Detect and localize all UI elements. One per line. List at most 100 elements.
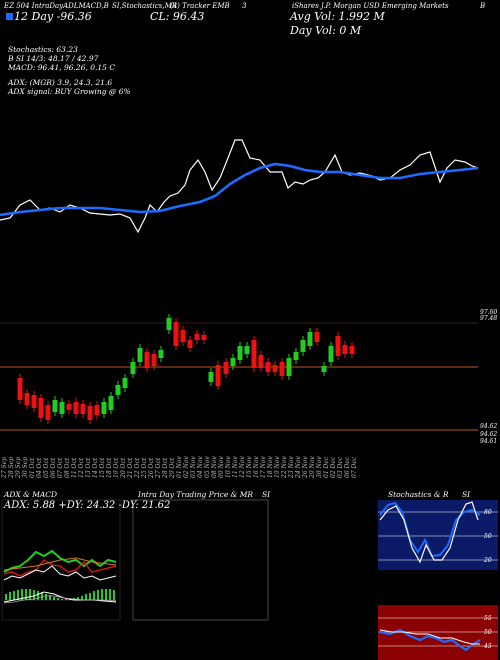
rsi-label-45: 45 xyxy=(483,643,492,650)
candle-body xyxy=(94,405,100,415)
candle-body xyxy=(208,372,214,382)
date-label: 08 Nov xyxy=(211,456,218,478)
date-label: 19 Nov xyxy=(274,456,281,478)
candle-body xyxy=(80,404,86,414)
candle-body xyxy=(286,358,292,376)
candle-body xyxy=(59,402,65,414)
candle-body xyxy=(307,332,313,346)
rsi-white-line xyxy=(379,629,480,645)
avg-volume-label: Avg Vol: 1.992 M xyxy=(290,10,385,23)
date-label: 10 Nov xyxy=(225,456,232,478)
day-volume-label: Day Vol: 0 M xyxy=(290,24,362,37)
macd-histogram-bar xyxy=(45,594,47,600)
macd-histogram-bar xyxy=(85,594,87,600)
si-value: B SI 14/3: 48.17 / 42.97 xyxy=(8,54,99,63)
stochastics-value: Stochastics: 63.23 xyxy=(8,45,78,54)
macd-histogram-bar xyxy=(33,590,35,600)
candle-body xyxy=(38,398,44,418)
candle-body xyxy=(122,378,128,388)
stoch-d-line xyxy=(379,501,479,564)
macd-histogram-bar xyxy=(97,590,99,600)
candle-body xyxy=(300,340,306,352)
date-label: 15 Nov xyxy=(246,456,253,478)
date-label: 11 Nov xyxy=(232,456,239,478)
candle-body xyxy=(335,336,341,356)
candle-body xyxy=(272,365,278,372)
prev-close-label: 12 Day -96.36 xyxy=(14,10,92,23)
macd-histogram-bar xyxy=(57,598,59,600)
candle-body xyxy=(321,366,327,372)
stoch-k-line xyxy=(379,501,481,558)
stoch-label-80: 80 xyxy=(484,509,492,516)
date-label: 02 Nov xyxy=(183,456,190,478)
macd-histogram-bar xyxy=(105,589,107,600)
rsi-blue-line xyxy=(379,628,481,652)
candle-body xyxy=(244,346,250,354)
macd-histogram-bar xyxy=(77,597,79,600)
adx-white-line xyxy=(3,565,117,581)
stoch-panel-si: SI xyxy=(462,490,471,499)
date-label: 30 Sep xyxy=(22,457,29,478)
date-label: 24 Nov xyxy=(295,456,302,479)
date-label: 30 Nov xyxy=(316,456,323,478)
macd-histogram-bar xyxy=(21,589,23,600)
candle-body xyxy=(173,322,179,346)
date-label: 04 Oct xyxy=(36,457,43,478)
intraday-panel-frame xyxy=(132,499,269,621)
candle-body xyxy=(230,358,236,366)
macd-histogram-bar xyxy=(29,589,31,600)
macd-histogram-bar xyxy=(81,596,83,600)
date-label: 14 Oct xyxy=(92,457,99,478)
date-label: 01 Oct xyxy=(29,457,36,478)
price-axis-low-2: 94.62 xyxy=(480,431,497,438)
header-three: 3 xyxy=(242,2,247,10)
candle-body xyxy=(265,362,271,372)
date-label: 01 Dec xyxy=(323,456,330,478)
date-label: 03 Dec xyxy=(337,456,344,478)
macd-histogram-bar xyxy=(65,599,67,600)
candle-body xyxy=(251,340,257,368)
candlestick-group xyxy=(17,314,355,424)
date-label: 22 Oct xyxy=(134,457,141,479)
candle-body xyxy=(279,362,285,376)
moving-average-line xyxy=(0,162,479,217)
candle-body xyxy=(166,318,172,330)
macd-histogram-bar xyxy=(109,589,111,600)
symbol-header: EZ 504 IntraDayADLMACD,B xyxy=(4,2,109,10)
candle-body xyxy=(31,395,37,408)
candle-body xyxy=(17,378,23,400)
date-label: 13 Oct xyxy=(85,457,92,478)
candle-body xyxy=(101,402,107,414)
date-label: 17 Nov xyxy=(260,456,267,478)
candle-body xyxy=(194,334,200,340)
date-label: 11 Oct xyxy=(71,457,78,478)
candle-body xyxy=(180,330,186,342)
date-label: 27 Sep xyxy=(1,457,8,479)
candle-body xyxy=(215,365,221,386)
date-axis: 27 Sep 28 Sep 29 Sep 30 Sep 01 Oct 04 Oct 05 O… xyxy=(1,456,358,479)
candle-body xyxy=(115,385,121,395)
rsi-label-55: 55 xyxy=(484,615,492,622)
date-label: 27 Oct xyxy=(155,457,162,479)
price-line xyxy=(0,139,479,234)
candle-body xyxy=(144,352,150,368)
macd-histogram-bar xyxy=(61,599,63,600)
adx-panel-title: ADX & MACD xyxy=(4,490,58,499)
date-label: 08 Oct xyxy=(64,457,71,478)
price-axis-top: 97.60 xyxy=(480,309,497,316)
date-label: 18 Nov xyxy=(267,456,274,478)
macd-histogram-bar xyxy=(25,589,27,600)
macd-histogram-bar xyxy=(37,591,39,600)
candle-body xyxy=(52,400,58,412)
stochastics-header: SI,Stochastics,MR xyxy=(112,2,178,10)
candle-body xyxy=(293,352,299,360)
candle-body xyxy=(66,404,72,410)
date-label: 28 Sep xyxy=(8,457,15,479)
candle-body xyxy=(314,332,320,342)
date-label: 20 Oct xyxy=(120,457,127,479)
date-label: 29 Sep xyxy=(15,457,22,479)
candle-body xyxy=(137,348,143,362)
candle-body xyxy=(108,396,114,410)
candle-body xyxy=(73,402,79,414)
date-label: 03 Nov xyxy=(190,456,197,478)
